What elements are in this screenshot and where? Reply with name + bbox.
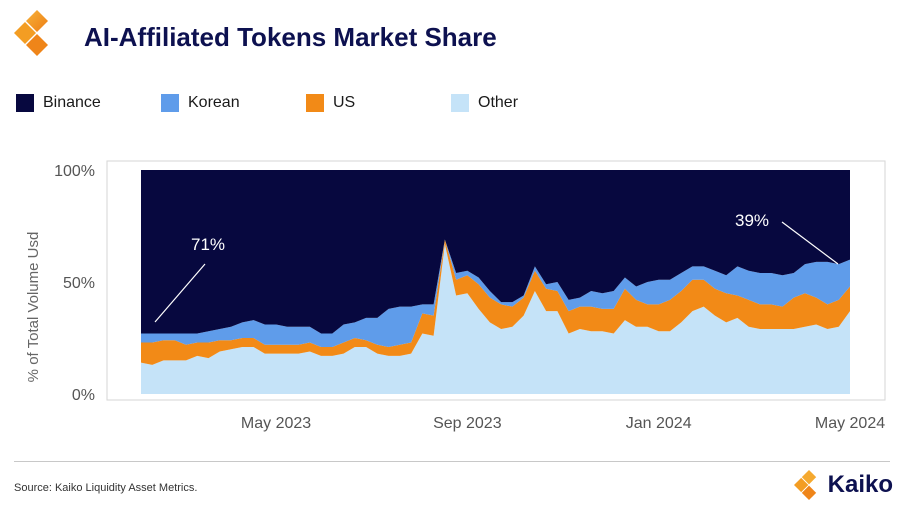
area-series-other [141, 243, 850, 394]
page-title: AI-Affiliated Tokens Market Share [84, 22, 497, 52]
y-tick-label: 100% [54, 163, 95, 180]
plot-frame [106, 160, 886, 401]
annotation-label-end: 39% [735, 211, 769, 230]
area-series-binance [141, 170, 850, 334]
footer-divider [14, 461, 890, 462]
source-note: Source: Kaiko Liquidity Asset Metrics. [14, 482, 198, 494]
legend-label-korean: Korean [188, 94, 240, 111]
y-tick-label: 50% [63, 275, 95, 292]
annotation-line-start [154, 263, 206, 323]
y-axis-label: % of Total Volume Usd [25, 232, 42, 383]
legend-item-binance: Binance [16, 94, 101, 112]
annotation-line-end [781, 221, 839, 265]
legend-item-korean: Korean [161, 94, 240, 112]
legend-label-binance: Binance [43, 94, 101, 111]
brand-name: Kaiko [827, 471, 893, 498]
y-tick-label: 0% [72, 387, 95, 404]
legend-item-us: US [306, 94, 355, 112]
annotation-label-start: 71% [191, 235, 225, 254]
kaiko-logo-icon [14, 10, 48, 56]
legend-item-other: Other [451, 94, 518, 112]
x-tick-label: Jan 2024 [626, 415, 692, 432]
legend-swatch-other [451, 94, 469, 112]
legend-swatch-us [306, 94, 324, 112]
market-share-chart: 0% 50% 100% May 2023 Sep 2023 Jan 2024 May 20… [25, 160, 886, 432]
x-tick-label: May 2023 [241, 415, 311, 432]
area-series-korean [141, 239, 850, 347]
legend-swatch-binance [16, 94, 34, 112]
brand-logo: Kaiko [793, 470, 893, 500]
legend-label-other: Other [478, 94, 519, 111]
legend-swatch-korean [161, 94, 179, 112]
x-tick-label: Sep 2023 [433, 415, 502, 432]
area-series-us [141, 239, 850, 365]
kaiko-brand-icon [793, 470, 816, 500]
legend-label-us: US [333, 94, 356, 111]
x-tick-label: May 2024 [815, 415, 885, 432]
